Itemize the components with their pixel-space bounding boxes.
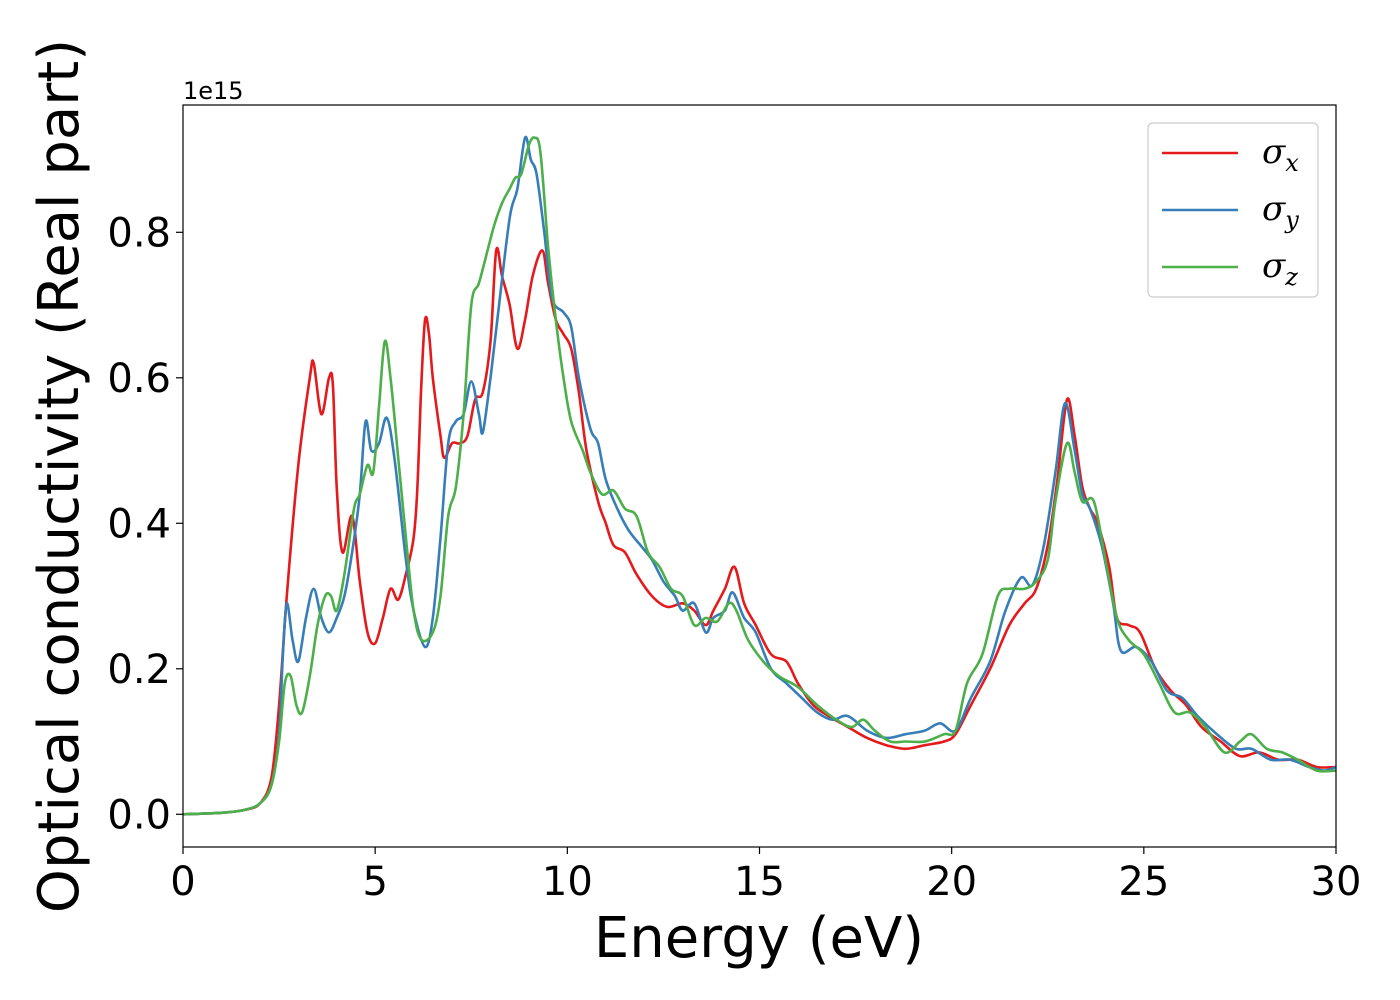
- y-tick-label: 0.0: [107, 792, 171, 838]
- plot-background: [183, 105, 1336, 847]
- legend-label-y: σy: [1262, 189, 1299, 234]
- legend-label-x: σx: [1262, 132, 1299, 177]
- y-tick-label: 0.8: [107, 210, 171, 256]
- x-tick-label: 20: [926, 859, 977, 905]
- x-axis-label: Energy (eV): [594, 906, 924, 971]
- y-axis-ticks: 0.0 0.2 0.4 0.6 0.8: [107, 210, 183, 838]
- y-offset-label: 1e15: [183, 77, 244, 105]
- legend: σx σy σz: [1147, 122, 1319, 298]
- series-layer: [183, 135, 1336, 816]
- x-tick-label: 10: [542, 859, 593, 905]
- x-tick-label: 0: [170, 859, 195, 905]
- x-tick-label: 5: [362, 859, 387, 905]
- y-axis-label: Optical conductivity (Real part): [27, 39, 92, 913]
- x-axis-ticks: 0 5 10 15 20 25 30: [170, 847, 1361, 905]
- y-tick-label: 0.2: [107, 647, 171, 693]
- y-tick-label: 0.4: [107, 501, 171, 547]
- series-line-z: [183, 136, 1336, 816]
- x-tick-label: 30: [1311, 859, 1362, 905]
- y-tick-label: 0.6: [107, 356, 171, 402]
- series-line-x: [183, 246, 1336, 816]
- legend-label-z: σz: [1262, 246, 1298, 291]
- x-tick-label: 25: [1118, 859, 1169, 905]
- x-tick-label: 15: [734, 859, 785, 905]
